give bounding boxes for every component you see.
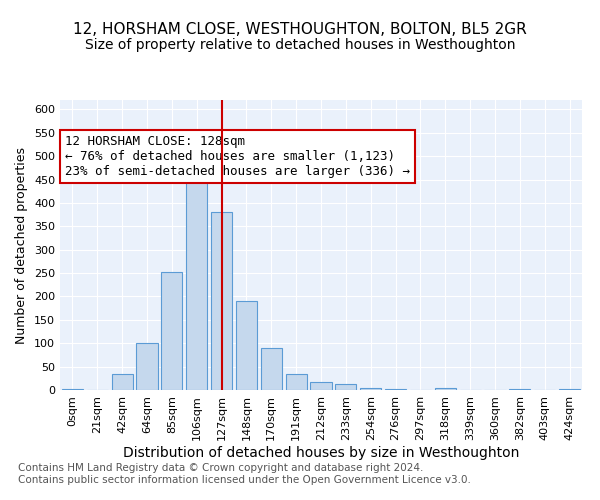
Text: 12 HORSHAM CLOSE: 128sqm
← 76% of detached houses are smaller (1,123)
23% of sem: 12 HORSHAM CLOSE: 128sqm ← 76% of detach… xyxy=(65,135,410,178)
Bar xyxy=(385,388,406,390)
Bar xyxy=(435,388,456,390)
Bar xyxy=(62,388,83,390)
Text: Size of property relative to detached houses in Westhoughton: Size of property relative to detached ho… xyxy=(85,38,515,52)
Bar xyxy=(310,382,332,390)
Bar xyxy=(236,301,257,390)
Bar xyxy=(112,374,133,390)
Text: 12, HORSHAM CLOSE, WESTHOUGHTON, BOLTON, BL5 2GR: 12, HORSHAM CLOSE, WESTHOUGHTON, BOLTON,… xyxy=(73,22,527,38)
X-axis label: Distribution of detached houses by size in Westhoughton: Distribution of detached houses by size … xyxy=(123,446,519,460)
Bar xyxy=(559,388,580,390)
Bar xyxy=(360,388,381,390)
Bar xyxy=(161,272,182,390)
Y-axis label: Number of detached properties: Number of detached properties xyxy=(16,146,28,344)
Bar xyxy=(186,175,207,390)
Bar xyxy=(509,388,530,390)
Bar xyxy=(286,374,307,390)
Bar xyxy=(335,384,356,390)
Text: Contains HM Land Registry data © Crown copyright and database right 2024.
Contai: Contains HM Land Registry data © Crown c… xyxy=(18,464,471,485)
Bar xyxy=(211,212,232,390)
Bar xyxy=(136,343,158,390)
Bar xyxy=(261,348,282,390)
